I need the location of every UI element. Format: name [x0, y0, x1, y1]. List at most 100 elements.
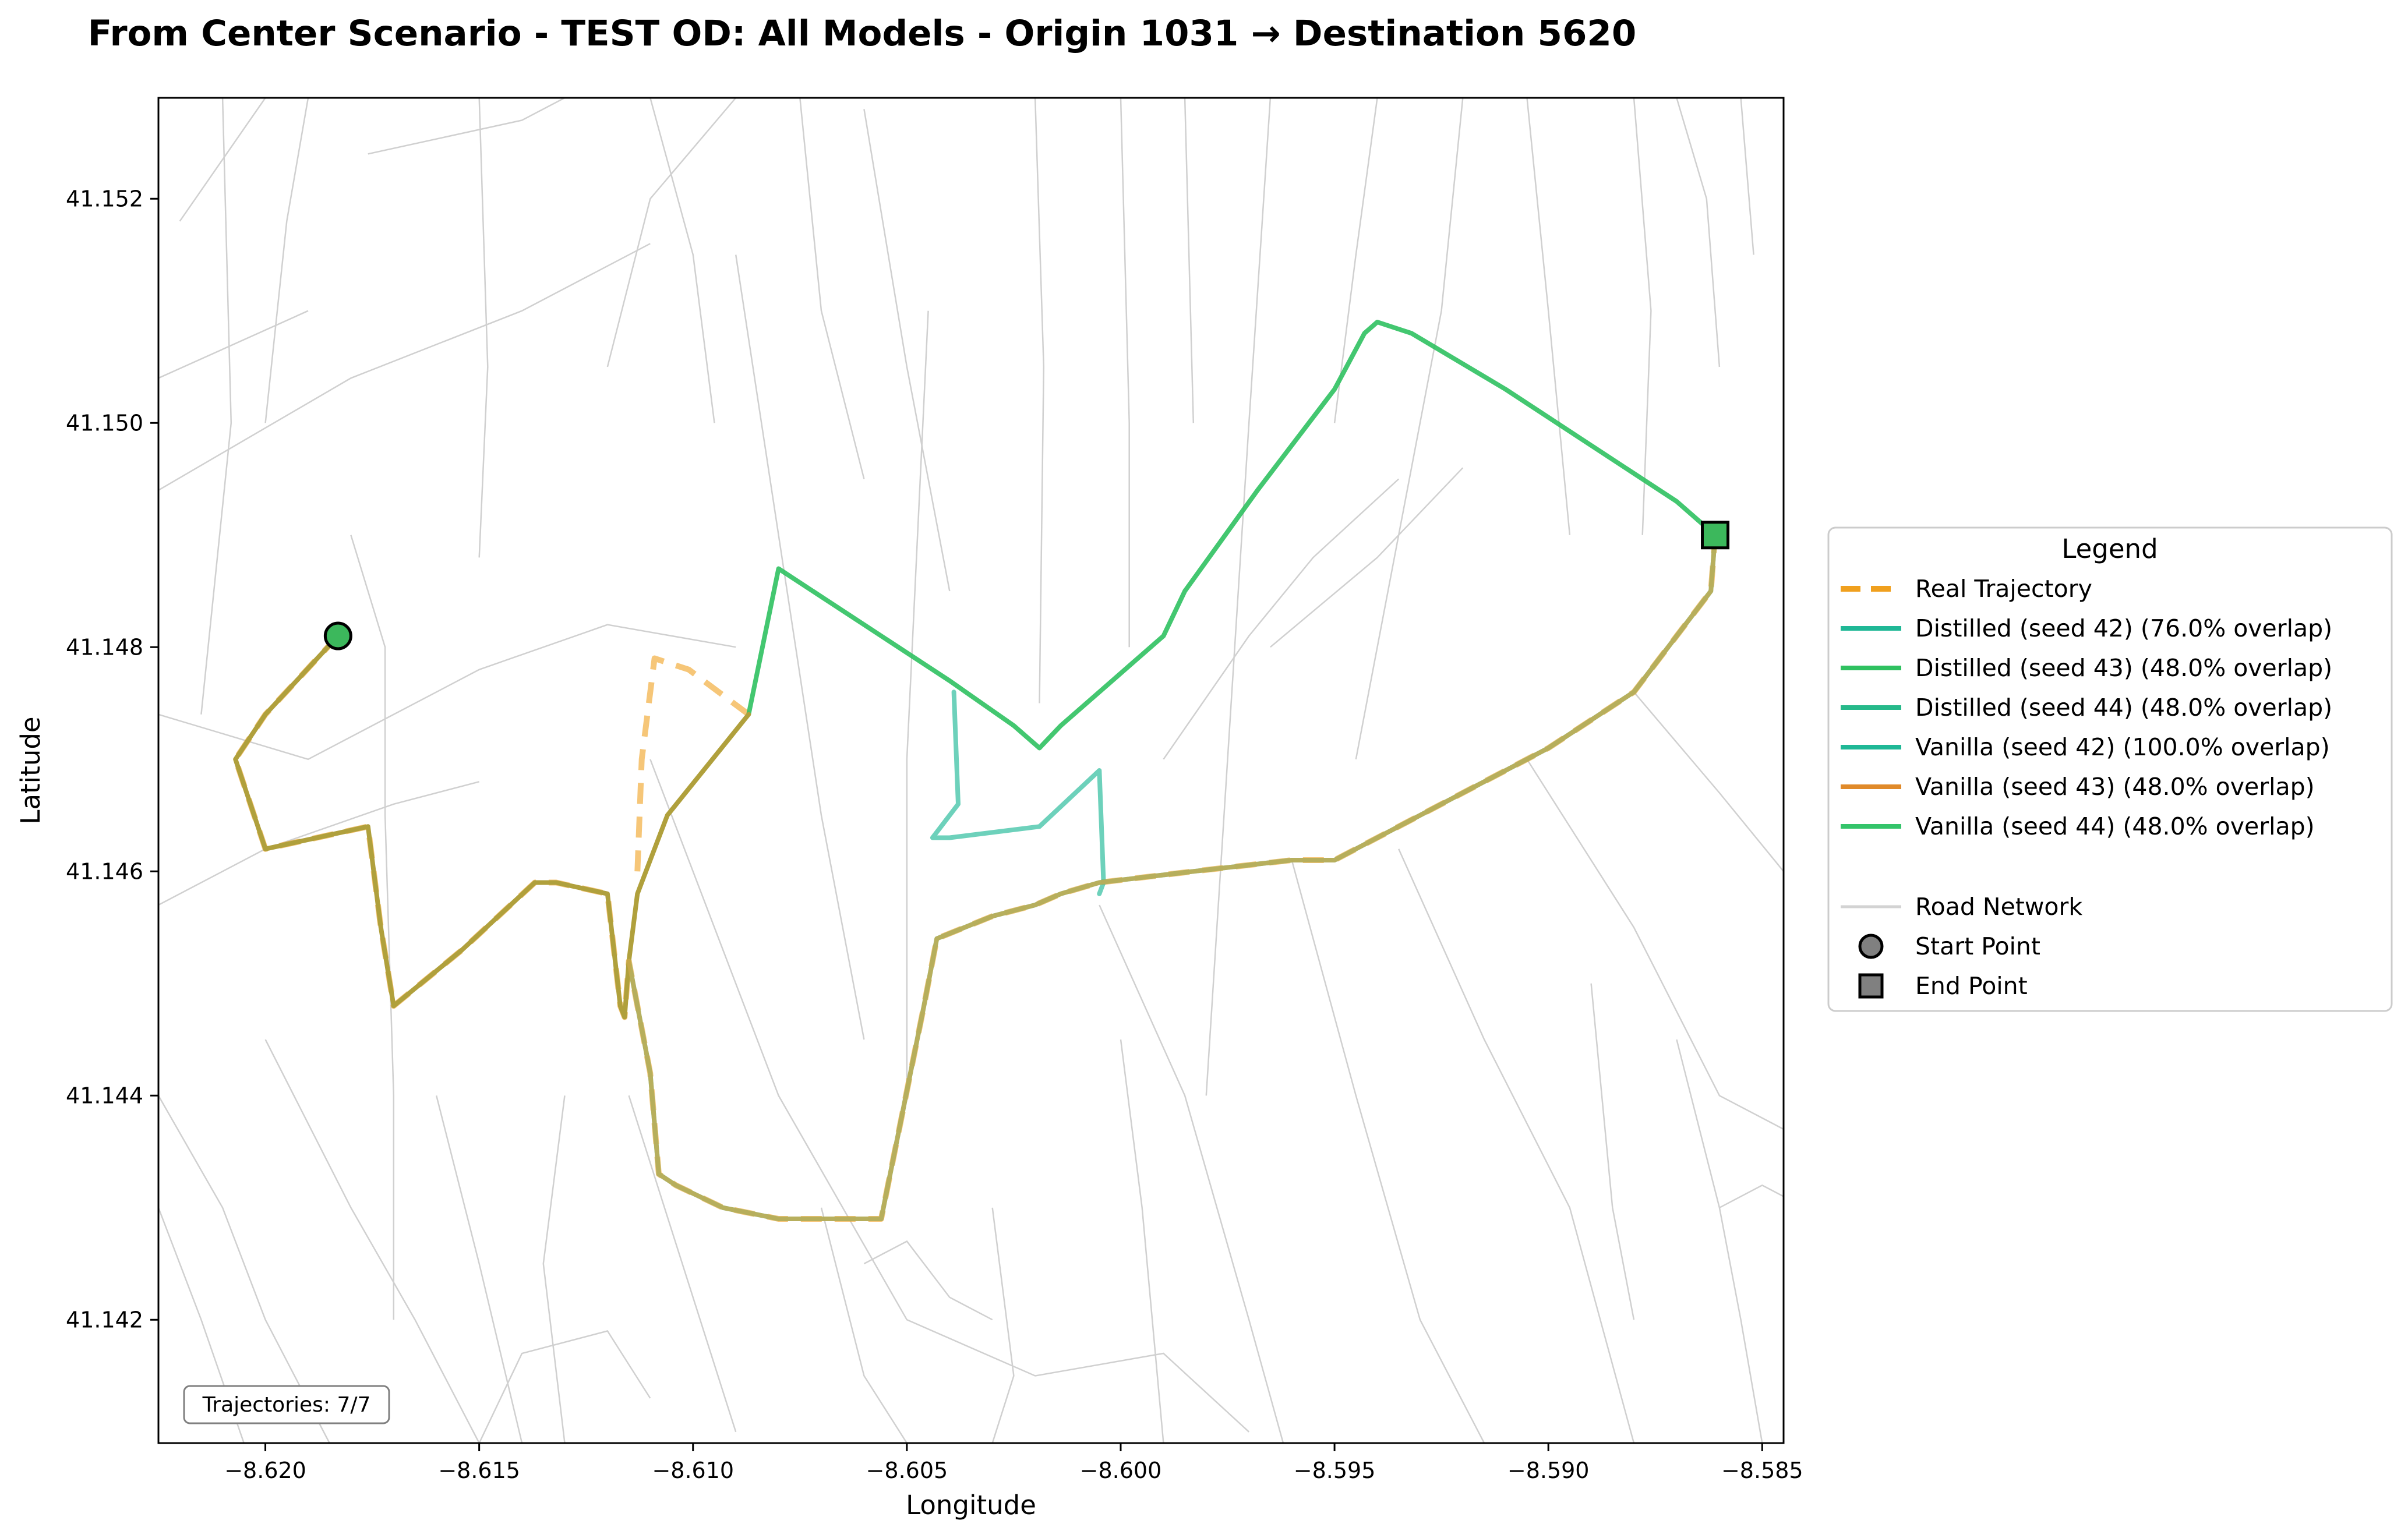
x-tick-label: −8.585	[1721, 1458, 1803, 1483]
road-segment	[350, 535, 395, 1320]
y-tick-label: 41.152	[66, 186, 143, 211]
x-axis-ticks: −8.620 −8.615 −8.610 −8.605 −8.600 −8.595 −8.5…	[224, 1443, 1803, 1483]
trajectory-line-3	[930, 690, 1106, 896]
road-segment	[1163, 478, 1400, 760]
y-tick-label: 41.148	[66, 634, 143, 660]
road-segment	[179, 98, 266, 222]
legend-label: Vanilla (seed 44) (48.0% overlap)	[1915, 812, 2315, 840]
legend-entry: Distilled (seed 43) (48.0% overlap)	[1841, 654, 2332, 682]
road-segment	[1526, 98, 1571, 535]
road-segment	[820, 1207, 908, 1443]
trajectory-line-2	[634, 655, 751, 872]
y-tick-label: 41.142	[66, 1307, 143, 1332]
trajectory-line-5	[626, 532, 1718, 1221]
road-segment	[1676, 1039, 1763, 1443]
legend-entry: Real Trajectory	[1841, 575, 2092, 603]
x-tick-label: −8.605	[866, 1458, 948, 1483]
trajectory-line-7	[626, 532, 1718, 1221]
x-axis-label: Longitude	[906, 1490, 1036, 1521]
legend-label: Vanilla (seed 42) (100.0% overlap)	[1915, 733, 2330, 761]
trajectory-count-annotation: Trajectories: 7/7	[183, 1385, 390, 1424]
y-tick-label: 41.146	[66, 858, 143, 884]
end-point-marker	[1701, 521, 1730, 550]
road-segment	[1099, 904, 1284, 1443]
x-tick-label: −8.610	[652, 1458, 734, 1483]
road-segment	[1740, 98, 1754, 255]
legend-entry: Distilled (seed 44) (48.0% overlap)	[1841, 694, 2332, 722]
road-segment	[478, 1330, 651, 1443]
legend-title: Legend	[2061, 533, 2158, 564]
trajectory-line-1	[232, 535, 1718, 1222]
road-segment	[158, 310, 309, 379]
legend-label: Distilled (seed 43) (48.0% overlap)	[1915, 654, 2332, 682]
road-segment	[1120, 1039, 1164, 1443]
road-segment	[1398, 848, 1635, 1443]
x-tick-label: −8.595	[1294, 1458, 1376, 1483]
road-segment	[1205, 98, 1272, 1096]
legend-label: Distilled (seed 44) (48.0% overlap)	[1915, 694, 2332, 722]
road-segment	[1526, 759, 1784, 1130]
road-segment	[435, 1095, 523, 1443]
legend-swatch	[1858, 973, 1884, 999]
road-segment	[799, 98, 865, 479]
legend-entry: Distilled (seed 42) (76.0% overlap)	[1841, 614, 2332, 642]
road-segment	[158, 243, 651, 491]
road-segment	[649, 759, 1250, 1433]
road-segment	[863, 109, 951, 592]
start-point-marker	[323, 621, 352, 650]
road-segment	[1633, 98, 1652, 535]
legend-label: Start Point	[1915, 932, 2040, 960]
od-markers	[323, 521, 1730, 650]
legend-entry: Road Network	[1841, 893, 2082, 921]
trajectory-line-4	[746, 320, 1718, 751]
road-segment	[1355, 98, 1464, 760]
legend-entry: Vanilla (seed 42) (100.0% overlap)	[1841, 733, 2330, 761]
road-segment	[1270, 467, 1464, 648]
road-segment	[264, 1039, 480, 1443]
road-segment	[264, 98, 309, 423]
legend-entry: End Point	[1858, 972, 2028, 1000]
y-axis-ticks: 41.142 41.144 41.146 41.148 41.150 41.152	[66, 186, 158, 1332]
road-segment	[606, 98, 737, 367]
legend-entry: Vanilla (seed 43) (48.0% overlap)	[1841, 773, 2315, 801]
road-segment	[628, 1095, 737, 1433]
x-tick-label: −8.615	[438, 1458, 520, 1483]
road-segment	[1034, 98, 1045, 703]
road-segment	[1291, 860, 1485, 1443]
road-segment	[1590, 983, 1635, 1320]
road-segment	[158, 624, 736, 761]
road-segment	[200, 98, 232, 715]
road-segment	[991, 1207, 1015, 1443]
road-segment	[478, 98, 489, 558]
road-network	[158, 98, 1784, 1443]
road-segment	[1120, 98, 1130, 648]
road-segment	[906, 310, 929, 1096]
x-tick-label: −8.600	[1080, 1458, 1162, 1483]
road-segment	[368, 98, 566, 155]
legend: Legend Real Trajectory Distilled (seed 42…	[1827, 526, 2393, 1012]
road-segment	[1184, 98, 1195, 423]
road-segment	[649, 98, 715, 423]
road-segment	[863, 1240, 993, 1321]
road-segment	[542, 1095, 566, 1443]
legend-swatch	[1858, 934, 1884, 959]
plot-frame	[157, 97, 1785, 1444]
y-tick-label: 41.150	[66, 410, 143, 436]
road-segment	[1633, 691, 1784, 872]
road-segment	[158, 781, 480, 906]
legend-entry: Start Point	[1858, 932, 2040, 960]
trajectories	[232, 320, 1718, 1222]
road-segment	[735, 254, 865, 1040]
legend-label: Real Trajectory	[1915, 575, 2092, 603]
legend-entry: Vanilla (seed 44) (48.0% overlap)	[1841, 812, 2315, 840]
road-segment	[1333, 98, 1378, 423]
y-axis-label: Latitude	[15, 716, 46, 824]
x-tick-label: −8.620	[224, 1458, 306, 1483]
road-segment	[1676, 98, 1721, 367]
x-tick-label: −8.590	[1507, 1458, 1590, 1483]
trajectory-count-text: Trajectories: 7/7	[202, 1393, 371, 1417]
road-segment	[1719, 1184, 1784, 1208]
legend-label: Road Network	[1915, 893, 2082, 921]
legend-label: Vanilla (seed 43) (48.0% overlap)	[1915, 773, 2315, 801]
legend-label: End Point	[1915, 972, 2028, 1000]
